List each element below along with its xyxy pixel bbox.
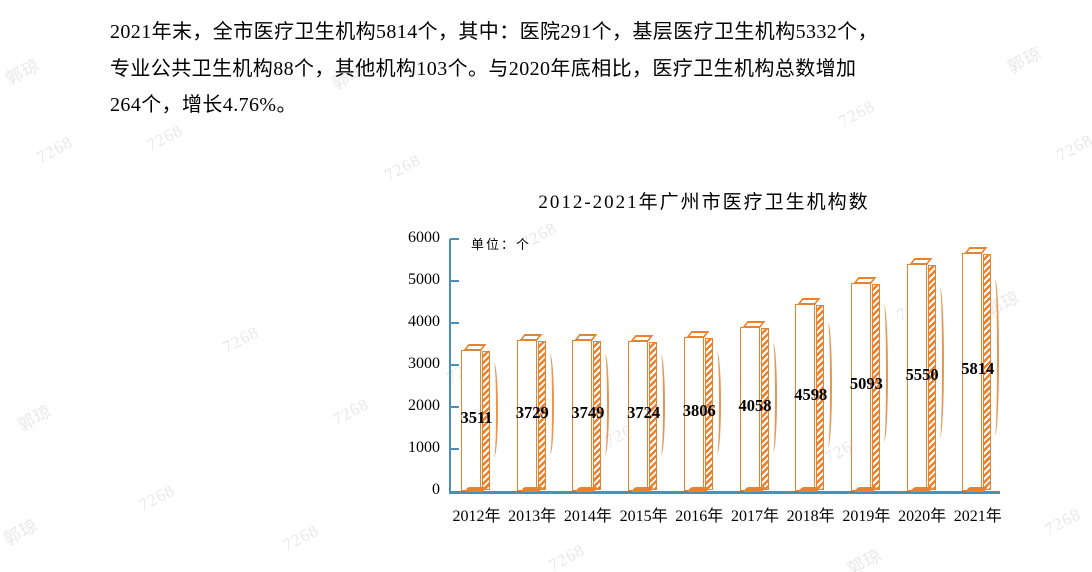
plot-area: 单位：个 0 1000 2000 3000 4000 5000 6000 3511 2012年 3… [408,229,1002,525]
x-axis-tick-label: 2019年 [842,508,891,525]
watermark-text: 7268 [1053,130,1092,165]
y-axis-tick-label: 6000 [408,229,440,246]
y-axis-tick-label: 1000 [408,439,440,456]
watermark-text: 7268 [329,394,373,429]
y-axis-tick-mark [450,322,459,324]
bar-foot [965,487,989,492]
x-axis-tick-label: 2017年 [730,508,779,525]
bar-side-face [760,328,769,490]
watermark-text: 郭琼 [2,55,44,90]
watermark-text: 7268 [219,322,263,357]
watermark-text: 7268 [381,150,425,185]
bar-foot [630,487,655,492]
body-text-line-1: 2021年末，全市医疗卫生机构5814个，其中：医院291个，基层医疗卫生机构5… [110,21,878,43]
bar-foot [519,487,543,492]
bar-value-label: 4058 [738,396,772,415]
bar-foot [463,487,488,492]
x-axis-tick-label: 2014年 [563,508,612,525]
x-axis-tick-label: 2012年 [452,508,501,525]
bar-value-label: 3724 [627,403,661,422]
bar-2014: 3749 [571,334,610,492]
bar-arc-stroke [657,355,666,456]
bar-arc-stroke [601,354,610,455]
watermark-text: 7268 [135,480,179,515]
y-axis-tick-label: 3000 [408,355,440,372]
y-axis-tick-mark [450,280,459,282]
bar-foot [853,487,877,492]
bar-arc-stroke [769,343,777,452]
bar-value-label: 3749 [571,402,605,422]
unit-label: 单位：个 [471,237,532,252]
bar-2020: 5550 [905,258,944,492]
bar-foot [742,487,766,492]
bar-foot [575,487,599,492]
bar-value-label: 3806 [682,401,716,420]
watermark-text: 7268 [545,540,589,572]
x-axis-tick-label: 2021年 [953,508,1002,525]
bar-arc-stroke [880,304,888,442]
bar-2012: 3511 [460,344,498,492]
watermark-text: 7268 [33,132,77,167]
watermark-text: 郭琼 [0,515,42,550]
x-axis-tick-label: 2016年 [675,508,724,525]
bar-value-label: 5814 [961,359,995,378]
bar-value-label: 4598 [794,384,828,404]
bar-2016: 3806 [682,331,721,492]
bar-value-label: 5093 [849,374,883,393]
bar-value-label: 3511 [460,407,493,427]
bar-arc-stroke [546,354,554,455]
bar-2019: 5093 [849,277,888,492]
bar-arc-stroke [991,278,1000,435]
y-axis-tick-mark [450,406,459,408]
bar-value-label: 3729 [515,402,549,422]
watermark-text: 7268 [279,520,323,555]
watermark-text: 7268 [1041,504,1085,539]
bar-foot [798,487,822,492]
y-axis-tick-label: 5000 [408,271,440,288]
bar-2015: 3724 [627,335,666,492]
body-text: 2021年末，全市医疗卫生机构5814个，其中：医院291个，基层医疗卫生机构5… [110,14,990,124]
x-axis-tick-label: 2020年 [898,508,947,525]
bar-2013: 3729 [515,334,554,492]
bar-arc-stroke [713,351,721,455]
bar-foot [686,487,710,492]
bar-foot [909,487,933,492]
bar-2017: 4058 [738,321,777,492]
watermark-text: 郭琼 [14,401,56,436]
bar-arc-stroke [936,288,944,438]
y-axis-tick-label: 0 [432,481,440,498]
body-text-line-3: 264个，增长4.76%。 [110,94,297,116]
bar-value-label: 5550 [905,364,939,384]
y-axis-tick-mark [450,364,459,366]
body-text-line-2: 专业公共卫生机构88个，其他机构103个。与2020年底相比，医疗卫生机构总数增… [110,57,857,80]
watermark-text: 7268 [143,120,187,155]
y-axis-tick-label: 4000 [408,313,440,330]
chart-title: 2012-2021年广州市医疗卫生机构数 [538,192,870,213]
x-axis-tick-label: 2015年 [619,508,668,525]
watermark-text: 郭琼 [844,545,886,572]
x-axis-tick-label: 2013年 [508,508,557,525]
x-axis-tick-label: 2018年 [786,508,835,525]
bar-2021: 5814 [961,247,1000,492]
y-axis-tick-mark [450,448,459,450]
y-axis-tick-mark [450,238,459,240]
bar-arc-stroke [824,323,833,447]
bar-arc-stroke [490,363,498,458]
watermark-text: 郭琼 [1004,43,1046,78]
y-axis-tick-label: 2000 [408,397,440,414]
bar-2018: 4598 [794,298,833,492]
